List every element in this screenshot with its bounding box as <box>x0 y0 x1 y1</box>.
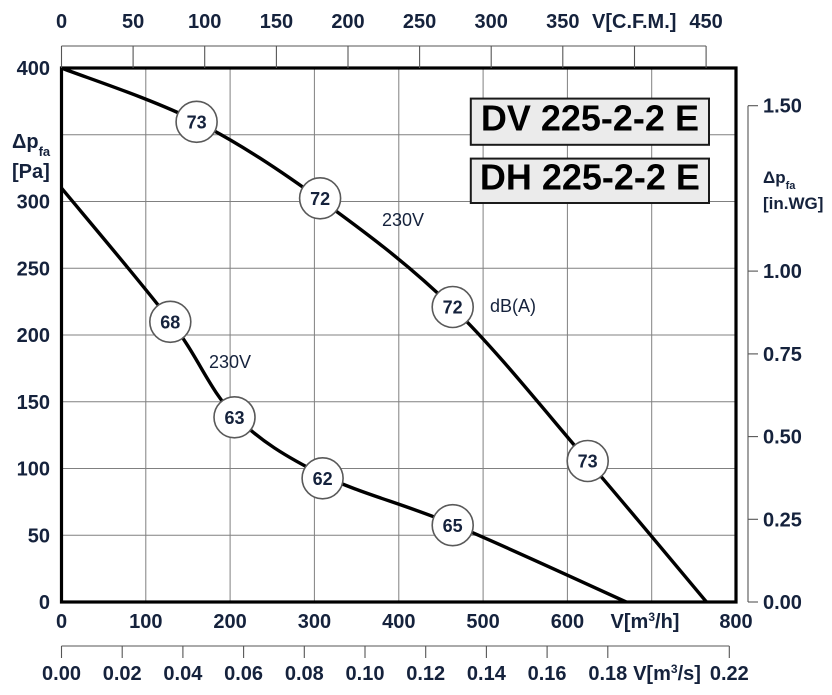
svg-text:200: 200 <box>17 325 50 347</box>
svg-text:dB(A): dB(A) <box>490 296 536 316</box>
svg-text:0.22: 0.22 <box>710 663 749 685</box>
svg-text:300: 300 <box>17 192 50 214</box>
svg-text:V[m3/s]: V[m3/s] <box>633 662 701 685</box>
svg-text:230V: 230V <box>209 352 251 372</box>
svg-text:350: 350 <box>546 11 579 33</box>
svg-text:65: 65 <box>443 516 463 536</box>
svg-text:DV 225-2-2 E: DV 225-2-2 E <box>481 98 699 139</box>
svg-text:63: 63 <box>224 408 244 428</box>
svg-text:[Pa]: [Pa] <box>12 161 50 183</box>
svg-text:0.14: 0.14 <box>467 663 507 685</box>
svg-text:0.18: 0.18 <box>588 663 627 685</box>
svg-text:150: 150 <box>260 11 293 33</box>
svg-text:0.02: 0.02 <box>103 663 142 685</box>
svg-text:100: 100 <box>129 611 162 633</box>
svg-text:0: 0 <box>39 592 50 614</box>
svg-text:0.10: 0.10 <box>346 663 385 685</box>
svg-text:V[m3/h]: V[m3/h] <box>611 610 680 633</box>
svg-text:500: 500 <box>466 611 499 633</box>
svg-text:200: 200 <box>213 611 246 633</box>
svg-text:400: 400 <box>382 611 415 633</box>
svg-text:100: 100 <box>17 459 50 481</box>
svg-text:0.75: 0.75 <box>763 344 802 366</box>
svg-text:0.16: 0.16 <box>528 663 567 685</box>
svg-text:0.06: 0.06 <box>224 663 263 685</box>
svg-text:300: 300 <box>298 611 331 633</box>
svg-text:50: 50 <box>122 11 144 33</box>
svg-text:400: 400 <box>17 58 50 80</box>
svg-text:73: 73 <box>578 452 598 472</box>
svg-text:0.00: 0.00 <box>763 592 802 614</box>
svg-text:50: 50 <box>28 525 50 547</box>
svg-text:150: 150 <box>17 392 50 414</box>
svg-text:0.08: 0.08 <box>285 663 324 685</box>
svg-text:0: 0 <box>56 11 67 33</box>
svg-text:100: 100 <box>188 11 221 33</box>
svg-text:DH 225-2-2 E: DH 225-2-2 E <box>480 157 700 198</box>
svg-text:0.25: 0.25 <box>763 509 802 531</box>
svg-text:0.12: 0.12 <box>406 663 445 685</box>
svg-text:72: 72 <box>443 298 463 318</box>
svg-text:68: 68 <box>160 313 180 333</box>
svg-text:[in.WG]: [in.WG] <box>763 194 823 213</box>
svg-text:250: 250 <box>17 258 50 280</box>
svg-text:0.04: 0.04 <box>163 663 203 685</box>
svg-text:1.00: 1.00 <box>763 261 802 283</box>
svg-text:450: 450 <box>689 11 722 33</box>
svg-text:0.50: 0.50 <box>763 427 802 449</box>
svg-text:73: 73 <box>187 113 207 133</box>
svg-text:300: 300 <box>475 11 508 33</box>
svg-text:800: 800 <box>719 611 752 633</box>
svg-text:200: 200 <box>331 11 364 33</box>
svg-text:62: 62 <box>313 469 333 489</box>
svg-text:1.50: 1.50 <box>763 96 802 118</box>
svg-text:0.00: 0.00 <box>42 663 81 685</box>
svg-text:250: 250 <box>403 11 436 33</box>
svg-text:600: 600 <box>551 611 584 633</box>
svg-text:72: 72 <box>310 189 330 209</box>
svg-text:V[C.F.M.]: V[C.F.M.] <box>592 11 676 33</box>
svg-text:0: 0 <box>56 611 67 633</box>
svg-text:230V: 230V <box>382 210 424 230</box>
